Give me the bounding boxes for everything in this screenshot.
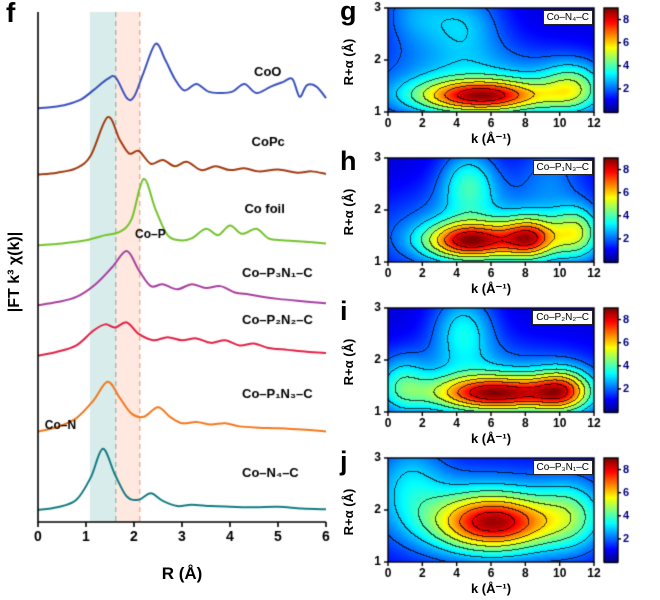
h-sample-label: Co–P₁N₃–C — [532, 160, 593, 175]
panel-h: h R+α (Å) k (Å⁻¹) Co–P₁N₃–C — [336, 146, 660, 300]
i-sample-label: Co–P₂N₂–C — [532, 310, 593, 325]
i-x-axis-label: k (Å⁻¹) — [470, 431, 512, 446]
panel-g: g R+α (Å) k (Å⁻¹) Co–N₄–C — [336, 0, 660, 150]
panel-i: i R+α (Å) k (Å⁻¹) Co–P₂N₂–C — [336, 296, 660, 450]
g-y-axis-label: R+α (Å) — [341, 38, 356, 86]
i-heatmap-canvas — [336, 300, 660, 450]
j-heatmap-canvas — [336, 450, 660, 600]
i-y-axis-label: R+α (Å) — [341, 338, 356, 386]
panel-letter-f: f — [6, 0, 16, 28]
f-line-plot-canvas — [28, 6, 332, 562]
panel-letter-j: j — [340, 446, 348, 476]
panel-letter-g: g — [340, 0, 357, 26]
g-heatmap-canvas — [336, 0, 660, 150]
h-heatmap-canvas — [336, 150, 660, 300]
f-y-axis-label: |FT k³ χ(k)| — [6, 231, 23, 313]
h-x-axis-label: k (Å⁻¹) — [470, 281, 512, 296]
j-x-axis-label: k (Å⁻¹) — [470, 581, 512, 596]
panel-f: f |FT k³ χ(k)| R (Å) — [6, 0, 332, 583]
panel-letter-i: i — [340, 296, 348, 326]
g-sample-label: Co–N₄–C — [542, 10, 593, 25]
j-y-axis-label: R+α (Å) — [341, 488, 356, 536]
j-sample-label: Co–P₃N₁–C — [532, 460, 593, 475]
g-x-axis-label: k (Å⁻¹) — [470, 131, 512, 146]
panel-j: j R+α (Å) k (Å⁻¹) Co–P₃N₁–C — [336, 446, 660, 600]
h-y-axis-label: R+α (Å) — [341, 188, 356, 236]
panel-letter-h: h — [340, 146, 357, 176]
f-x-axis-label: R (Å) — [161, 564, 203, 583]
